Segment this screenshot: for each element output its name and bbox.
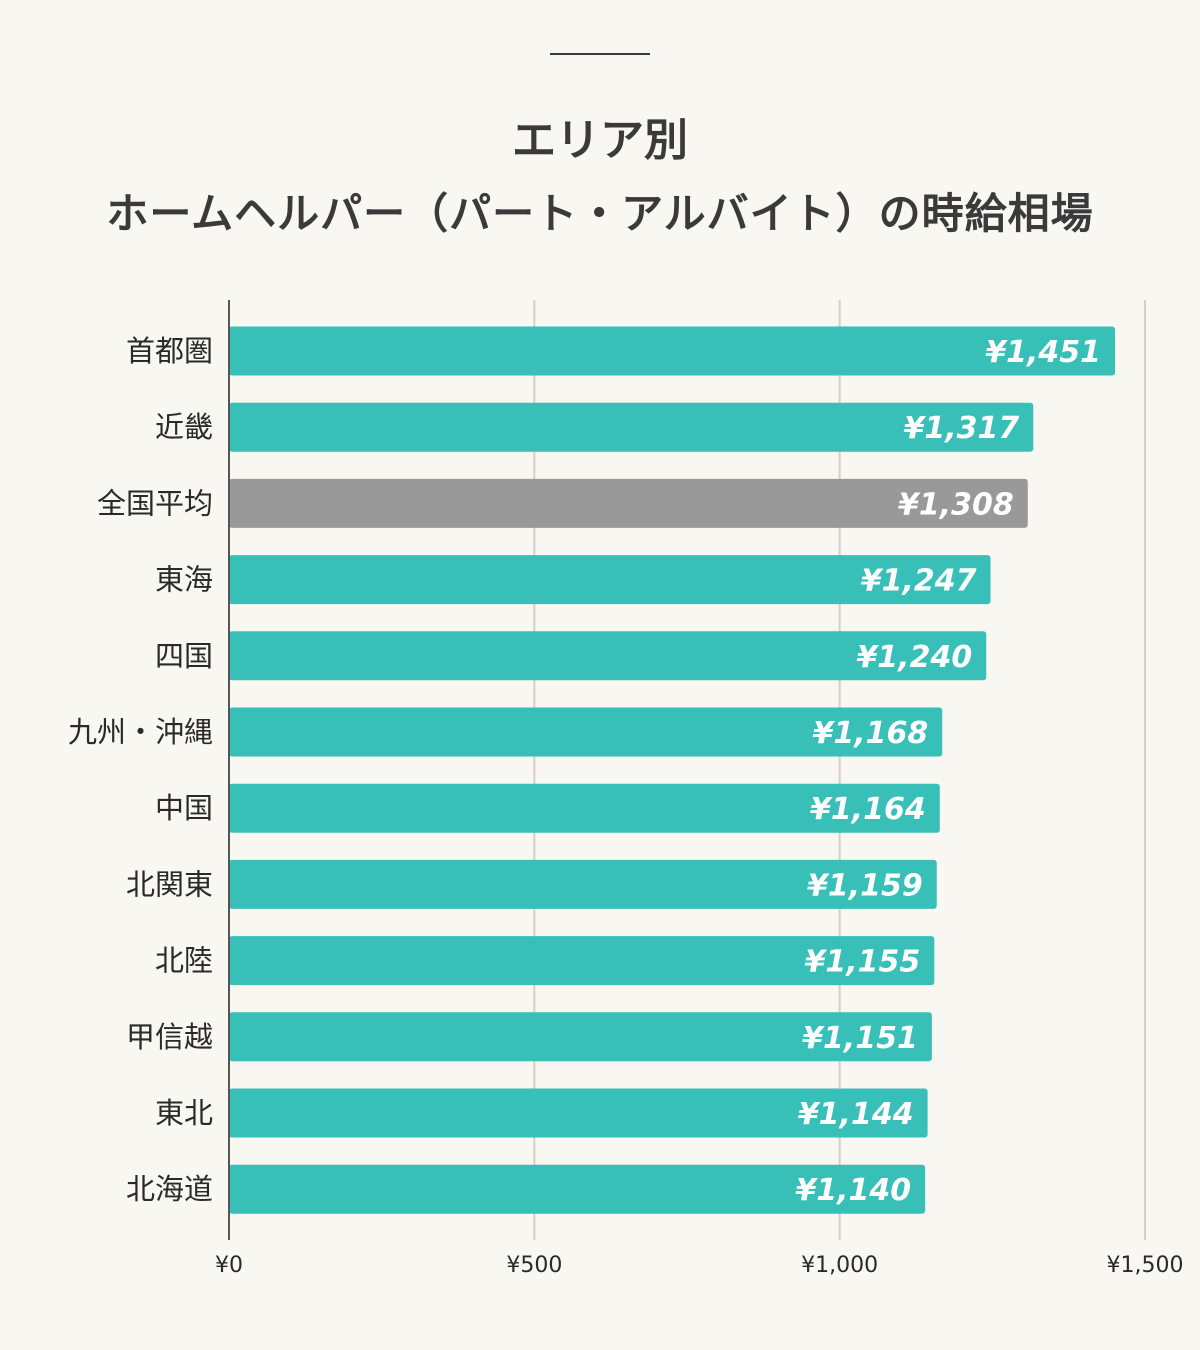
bar-0 (229, 326, 1116, 376)
bar-9 (229, 1012, 932, 1062)
category-label-2: 全国平均 (97, 486, 213, 520)
value-label-3: ¥1,247 (861, 564, 977, 599)
bar-7 (229, 859, 937, 909)
x-tick-label-2: ¥1,000 (801, 1253, 878, 1278)
bar-4 (229, 631, 987, 681)
chart-title-line-2: ホームヘルパー（パート・アルバイト）の時給相場 (106, 189, 1094, 238)
category-label-10: 東北 (155, 1096, 213, 1130)
x-tick-label-1: ¥500 (506, 1253, 562, 1278)
category-label-8: 北陸 (155, 944, 213, 978)
value-label-10: ¥1,144 (798, 1097, 914, 1132)
value-label-8: ¥1,155 (805, 945, 921, 980)
x-tick-label-3: ¥1,500 (1107, 1253, 1184, 1278)
category-label-5: 九州・沖縄 (68, 715, 213, 749)
value-label-5: ¥1,168 (812, 716, 928, 751)
category-label-4: 四国 (155, 639, 213, 673)
value-label-6: ¥1,164 (810, 792, 926, 827)
bar-6 (229, 783, 940, 833)
category-label-0: 首都圏 (126, 334, 213, 368)
value-label-9: ¥1,151 (802, 1021, 918, 1056)
value-label-7: ¥1,159 (807, 868, 923, 903)
x-tick-label-0: ¥0 (215, 1253, 243, 1278)
value-label-2: ¥1,308 (898, 487, 1014, 522)
category-label-6: 中国 (155, 791, 213, 825)
category-label-11: 北海道 (126, 1172, 213, 1206)
category-label-1: 近畿 (155, 410, 213, 444)
bar-2 (229, 478, 1028, 528)
bar-1 (229, 402, 1034, 452)
decorative-rule (550, 53, 650, 55)
value-label-11: ¥1,140 (795, 1173, 911, 1208)
category-label-3: 東海 (155, 563, 213, 597)
bar-8 (229, 936, 935, 986)
value-label-4: ¥1,240 (856, 640, 972, 675)
bar-3 (229, 555, 991, 605)
value-label-1: ¥1,317 (903, 411, 1019, 446)
category-label-7: 北関東 (126, 867, 213, 901)
bar-11 (229, 1164, 926, 1214)
bar-5 (229, 707, 943, 757)
category-label-9: 甲信越 (126, 1020, 213, 1054)
bar-10 (229, 1088, 928, 1138)
value-label-0: ¥1,451 (985, 335, 1101, 370)
chart-title-line-1: エリア別 (512, 115, 688, 166)
